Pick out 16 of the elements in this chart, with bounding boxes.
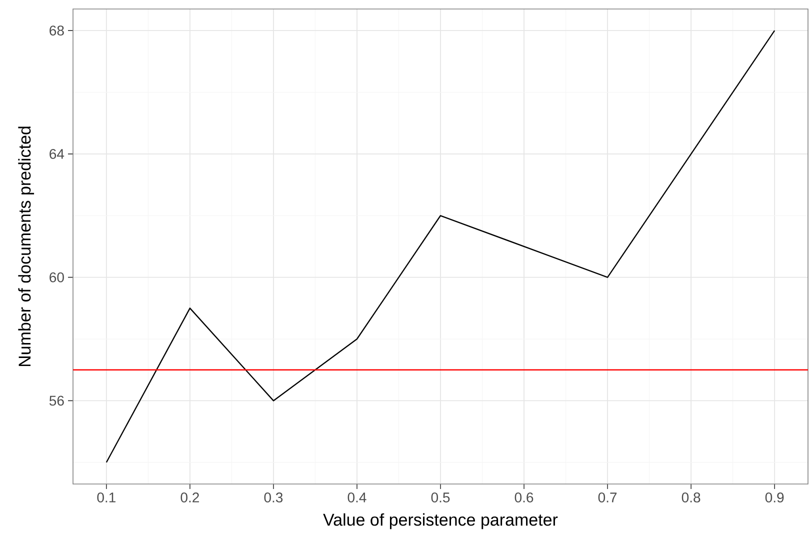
x-tick-label: 0.2: [180, 492, 199, 502]
x-tick-label: 0.4: [348, 492, 366, 502]
x-tick-label: 0.9: [765, 492, 784, 502]
x-tick-label: 0.8: [682, 492, 700, 502]
y-axis-title: Number of documents predicted: [18, 126, 34, 366]
x-tick-label: 0.7: [598, 492, 617, 502]
x-tick-label: 0.3: [264, 492, 283, 502]
y-tick-label: 64: [50, 148, 64, 159]
x-tick-label: 0.5: [431, 492, 450, 502]
y-tick-label: 56: [49, 396, 64, 406]
line-series: [106, 30, 776, 463]
x-axis-title: Value of persistence parameter: [323, 513, 558, 530]
y-tick-label: 68: [50, 26, 64, 36]
x-tick-label: 0.1: [97, 492, 116, 502]
y-tick-label: 60: [50, 272, 64, 282]
x-tick-label: 0.6: [514, 492, 534, 502]
